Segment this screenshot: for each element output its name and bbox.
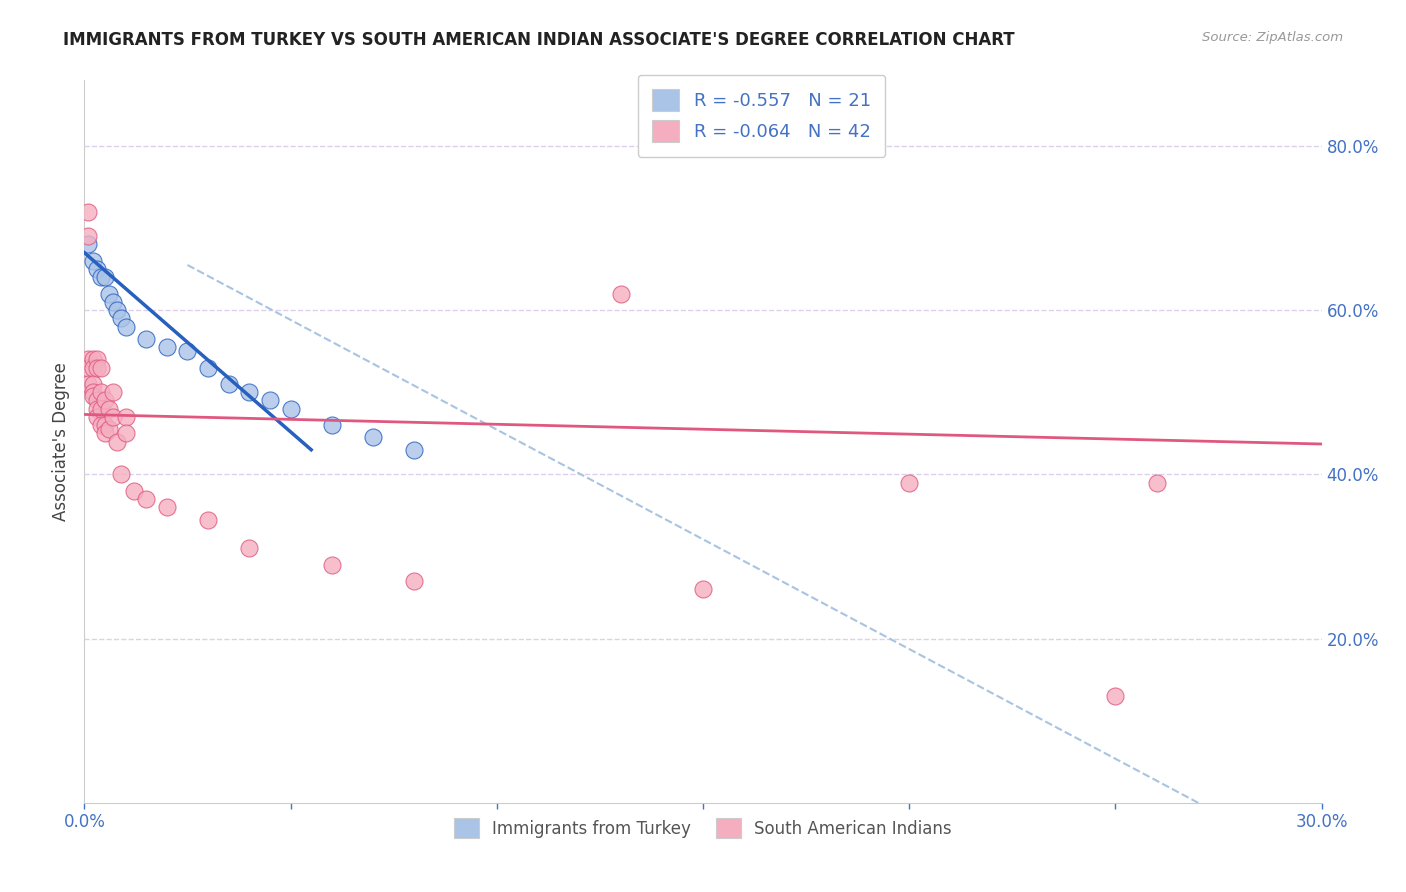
Legend: Immigrants from Turkey, South American Indians: Immigrants from Turkey, South American I… [447, 812, 959, 845]
Point [114, 409, 136, 424]
Point [898, 475, 921, 490]
Point [110, 467, 132, 482]
Point [90, 418, 112, 433]
Point [77, 204, 100, 219]
Point [94, 393, 117, 408]
Point [135, 332, 157, 346]
Point [94, 426, 117, 441]
Point [197, 360, 219, 375]
Point [609, 286, 631, 301]
Point [238, 385, 260, 400]
Point [321, 558, 343, 572]
Point [90, 385, 112, 400]
Point [77, 229, 100, 244]
Point [361, 430, 384, 444]
Point [321, 418, 343, 433]
Point [86, 393, 108, 408]
Point [90, 401, 112, 416]
Point [105, 434, 128, 449]
Point [86, 360, 108, 375]
Point [238, 541, 260, 556]
Point [280, 401, 302, 416]
Point [110, 311, 132, 326]
Point [103, 295, 125, 310]
Point [404, 574, 426, 588]
Point [103, 385, 125, 400]
Point [94, 270, 117, 285]
Point [86, 262, 108, 277]
Y-axis label: Associate's Degree: Associate's Degree [52, 362, 70, 521]
Point [259, 393, 281, 408]
Point [122, 483, 145, 498]
Point [114, 426, 136, 441]
Point [197, 512, 219, 526]
Point [404, 442, 426, 457]
Point [90, 360, 112, 375]
Point [98, 401, 121, 416]
Point [82, 253, 104, 268]
Point [98, 422, 121, 436]
Text: IMMIGRANTS FROM TURKEY VS SOUTH AMERICAN INDIAN ASSOCIATE'S DEGREE CORRELATION C: IMMIGRANTS FROM TURKEY VS SOUTH AMERICAN… [63, 31, 1015, 49]
Point [82, 360, 104, 375]
Point [82, 352, 104, 367]
Point [103, 409, 125, 424]
Point [114, 319, 136, 334]
Point [86, 401, 108, 416]
Point [98, 286, 121, 301]
Point [94, 418, 117, 433]
Point [86, 409, 108, 424]
Point [176, 344, 198, 359]
Point [1104, 689, 1126, 703]
Text: Source: ZipAtlas.com: Source: ZipAtlas.com [1202, 31, 1343, 45]
Point [82, 389, 104, 403]
Point [218, 377, 240, 392]
Point [135, 491, 157, 506]
Point [82, 377, 104, 392]
Point [86, 352, 108, 367]
Point [105, 303, 128, 318]
Point [156, 340, 179, 354]
Point [90, 270, 112, 285]
Point [77, 352, 100, 367]
Point [77, 377, 100, 392]
Point [692, 582, 714, 597]
Point [77, 237, 100, 252]
Point [1146, 475, 1168, 490]
Point [82, 385, 104, 400]
Point [156, 500, 179, 515]
Point [77, 360, 100, 375]
